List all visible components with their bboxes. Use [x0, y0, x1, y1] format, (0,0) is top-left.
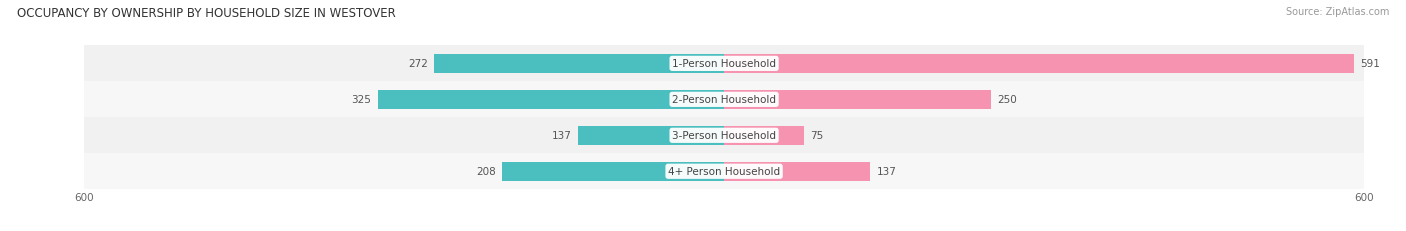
- Text: OCCUPANCY BY OWNERSHIP BY HOUSEHOLD SIZE IN WESTOVER: OCCUPANCY BY OWNERSHIP BY HOUSEHOLD SIZE…: [17, 7, 395, 20]
- Text: 2-Person Household: 2-Person Household: [672, 95, 776, 105]
- Text: 137: 137: [551, 131, 572, 141]
- Text: 137: 137: [876, 167, 897, 176]
- Bar: [578, 126, 724, 145]
- Bar: [84, 46, 1364, 82]
- Bar: [378, 91, 724, 109]
- Bar: [84, 118, 1364, 154]
- Text: 75: 75: [810, 131, 824, 141]
- Text: Source: ZipAtlas.com: Source: ZipAtlas.com: [1285, 7, 1389, 17]
- Text: 4+ Person Household: 4+ Person Household: [668, 167, 780, 176]
- Bar: [502, 162, 724, 181]
- Bar: [434, 55, 724, 73]
- Text: 250: 250: [997, 95, 1017, 105]
- Text: 208: 208: [477, 167, 496, 176]
- Bar: [84, 82, 1364, 118]
- Text: 3-Person Household: 3-Person Household: [672, 131, 776, 141]
- Text: 1-Person Household: 1-Person Household: [672, 59, 776, 69]
- Bar: [724, 91, 991, 109]
- Bar: [84, 154, 1364, 189]
- Text: 591: 591: [1361, 59, 1381, 69]
- Bar: [724, 126, 804, 145]
- Bar: [724, 162, 870, 181]
- Text: 272: 272: [408, 59, 427, 69]
- Text: 325: 325: [352, 95, 371, 105]
- Bar: [724, 55, 1354, 73]
